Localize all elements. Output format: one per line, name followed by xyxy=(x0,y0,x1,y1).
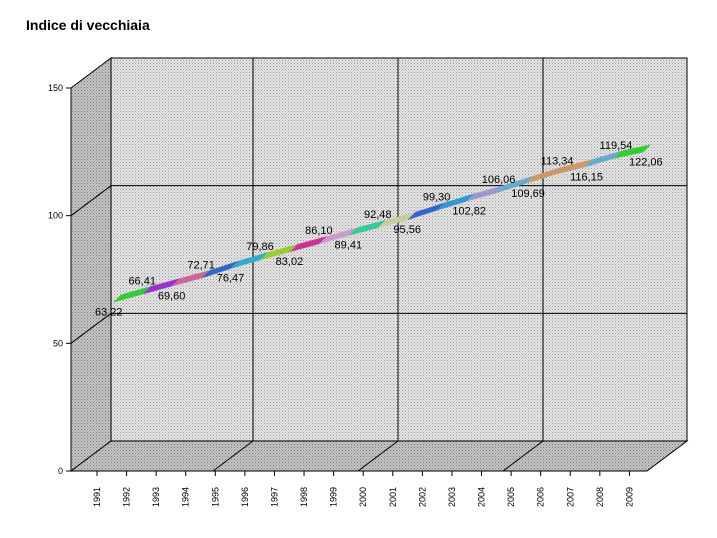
data-label: 99,30 xyxy=(423,191,451,203)
series-segment xyxy=(142,278,180,295)
series-segment xyxy=(495,175,534,194)
x-tick-label: 2004 xyxy=(477,487,487,507)
data-label: 89,41 xyxy=(335,240,363,252)
x-tick-label: 1993 xyxy=(151,487,161,507)
x-tick-label: 1991 xyxy=(92,487,102,507)
data-label: 92,48 xyxy=(364,209,392,221)
series-segment xyxy=(348,219,386,236)
data-label: 122,06 xyxy=(629,156,663,168)
data-label: 63,22 xyxy=(95,307,123,319)
x-tick-label: 1996 xyxy=(240,487,250,507)
series-segment xyxy=(319,227,357,245)
data-label: 102,82 xyxy=(452,205,486,217)
x-tick-label: 1999 xyxy=(329,487,339,507)
data-label: 116,15 xyxy=(570,171,603,183)
series-segment xyxy=(201,260,239,279)
x-tick-label: 2007 xyxy=(565,487,575,507)
x-tick-label: 1998 xyxy=(299,487,309,507)
data-label: 86,10 xyxy=(305,225,333,237)
gridline-floor xyxy=(212,440,254,472)
series-segment xyxy=(171,270,210,287)
chart-walls xyxy=(69,57,689,472)
data-label: 66,41 xyxy=(128,275,156,287)
series-segment xyxy=(436,193,475,211)
x-tick-label: 2006 xyxy=(536,487,546,507)
left-wall xyxy=(70,57,112,472)
x-tick-label: 1994 xyxy=(181,487,191,507)
floor xyxy=(69,440,689,472)
series-segment xyxy=(289,236,328,253)
gridline-floor xyxy=(357,440,399,472)
x-tick-label: 1997 xyxy=(269,487,279,507)
axes: 0 50 100 150 1991 1992 1993 1994 1995 1996 1997 199… xyxy=(48,83,647,507)
series-segment xyxy=(584,150,622,168)
y-tick-label: 0 xyxy=(58,466,63,476)
gridline-h-side xyxy=(70,185,112,217)
data-label: 76,47 xyxy=(217,273,245,285)
x-tick-label: 2003 xyxy=(447,487,457,507)
series-segment xyxy=(554,159,593,175)
data-label: 106,06 xyxy=(482,174,516,186)
gridlines xyxy=(70,58,687,472)
x-tick-label: 2008 xyxy=(595,487,605,507)
series-segment xyxy=(466,185,504,202)
series-ribbon xyxy=(113,144,651,303)
series-segment xyxy=(613,144,651,159)
gridline-floor xyxy=(502,440,544,472)
x-tick-label: 2009 xyxy=(624,487,634,507)
series-segment xyxy=(378,212,416,228)
x-tick-label: 1995 xyxy=(210,487,220,507)
series-segment xyxy=(113,286,151,303)
gridline-h-side xyxy=(70,312,112,344)
x-tick-label: 2002 xyxy=(417,487,427,507)
x-tick-label: 1992 xyxy=(122,487,132,507)
series-segment xyxy=(260,244,298,261)
x-tick-label: 2001 xyxy=(388,487,398,507)
y-tick-label: 100 xyxy=(48,211,63,221)
y-tick-label: 50 xyxy=(53,338,63,348)
series-segment xyxy=(407,202,445,221)
data-label: 83,02 xyxy=(276,256,304,268)
x-tick-label: 2000 xyxy=(358,487,368,507)
back-wall xyxy=(110,57,688,442)
chart-title: Indice di vecchiaia xyxy=(26,17,150,33)
series-segment xyxy=(525,166,563,184)
series-segment xyxy=(230,252,269,269)
data-label: 119,54 xyxy=(600,140,633,152)
data-label: 72,71 xyxy=(187,259,215,271)
x-tick-label: 2005 xyxy=(506,487,516,507)
data-label: 95,56 xyxy=(393,224,421,236)
data-label: 109,69 xyxy=(511,188,545,200)
y-tick-label: 150 xyxy=(48,83,63,93)
data-label: 79,86 xyxy=(246,241,274,253)
data-label: 69,60 xyxy=(158,290,186,302)
data-label: 113,34 xyxy=(541,156,574,168)
